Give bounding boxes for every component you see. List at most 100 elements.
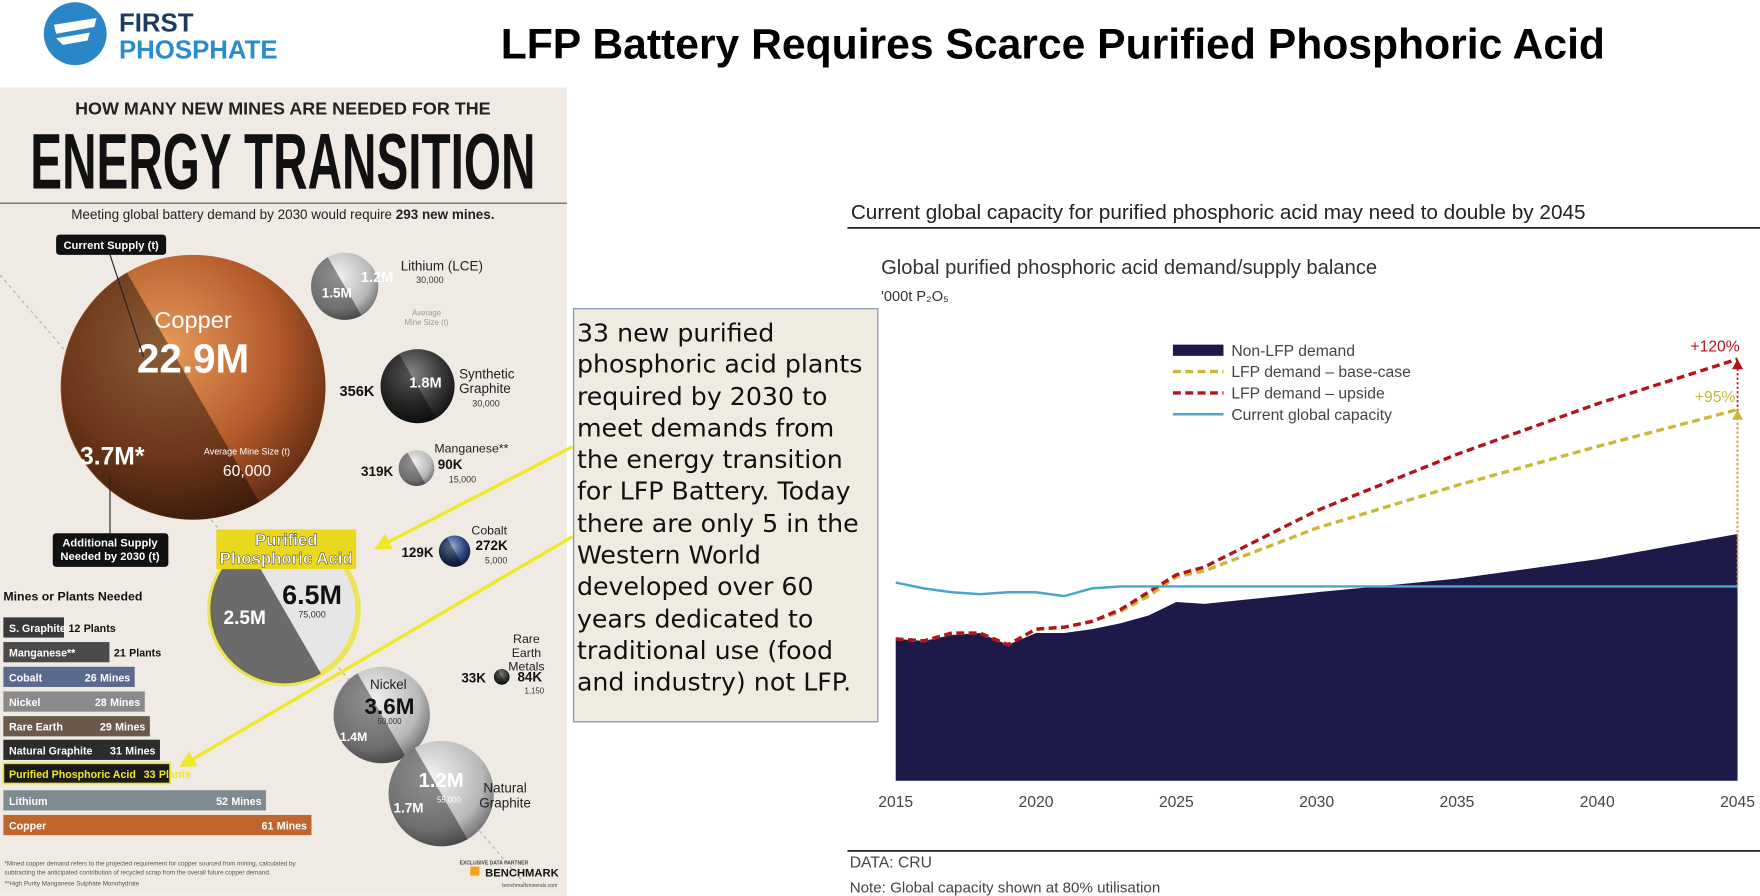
current-supply-label: Current Supply (t): [63, 240, 159, 252]
bubble-current: 6.5M: [282, 580, 342, 610]
text-line: subtracting the anticipated contribution…: [4, 869, 270, 876]
bar-count: 33: [144, 769, 156, 781]
bubble-additional-share: [380, 354, 437, 424]
bar: [3, 642, 110, 663]
bubble-additional: 3.7M*: [80, 444, 145, 471]
bar-name: Nickel: [9, 697, 40, 709]
bubble-additional-share: [438, 537, 463, 567]
subtitle-start: Meeting global battery demand by 2030 wo…: [71, 207, 396, 222]
text-line: Rare: [513, 632, 540, 646]
bubble-name: Cobalt: [471, 523, 507, 537]
bubble-name: Natural Graphite: [479, 780, 531, 810]
partner-url: benchmarkminerals.com: [502, 883, 557, 889]
bar-name: Copper: [9, 821, 46, 833]
legend-swatch: [1172, 344, 1224, 356]
logo-line-2: PHOSPHATE: [119, 36, 278, 64]
bubble-additional-share: [333, 673, 406, 764]
bubble-avg: 30,000: [472, 398, 499, 408]
chart: Current global capacity for purified pho…: [847, 201, 1760, 896]
legend-label: Non-LFP demand: [1231, 343, 1355, 360]
bar-name: Lithium: [9, 796, 47, 808]
x-tick-label: 2020: [1019, 794, 1054, 811]
text-line: Mine Size (t): [405, 318, 449, 327]
bubble-avg: 50,000: [377, 717, 402, 726]
x-tick-label: 2040: [1580, 794, 1615, 811]
text-line: Synthetic: [459, 366, 515, 381]
bubble: [380, 349, 455, 424]
callout-box: [572, 308, 879, 723]
text-line: Additional Supply: [62, 538, 158, 550]
infographic-title: ENERGY TRANSITION: [30, 118, 535, 206]
bar: [3, 666, 135, 687]
bar-unit: Plants: [129, 648, 161, 660]
bubble-additional: 33K: [461, 670, 486, 685]
bar-count: 12: [68, 623, 80, 635]
subtitle-bold: 293 new mines.: [396, 207, 495, 222]
bar-unit: Mines: [100, 672, 130, 684]
slide-title: LFP Battery Requires Scarce Purified Pho…: [501, 20, 1605, 68]
infographic-subtitle: Meeting global battery demand by 2030 wo…: [71, 207, 494, 222]
bar-name: S. Graphite: [9, 623, 66, 635]
bubble-avg: 75,000: [298, 609, 325, 619]
callout: 33 new purified phosphoric acid plants r…: [178, 308, 879, 768]
callout-arrow: [374, 445, 574, 550]
legend-label: LFP demand – upside: [1231, 386, 1385, 403]
bar-unit: Mines: [110, 697, 140, 709]
bubble-current: 1.8M: [409, 375, 441, 391]
bar: [3, 716, 150, 737]
logo-stripes: [53, 17, 97, 45]
footnote: *Mined copper demand refers to the proje…: [4, 860, 296, 876]
bar-unit: Plants: [84, 623, 116, 635]
bubble-name: Lithium (LCE): [401, 259, 483, 274]
bubble-additional-share: [311, 257, 362, 320]
label-box: [52, 533, 169, 567]
text-line: Needed by 2030 (t): [60, 551, 159, 563]
bubble: [388, 740, 494, 847]
bar-unit: Plants: [159, 769, 191, 781]
x-tick-label: 2045: [1720, 794, 1755, 811]
bar-name: Natural Graphite: [9, 745, 93, 757]
text-line: Phosphoric Acid: [220, 549, 353, 568]
bubble-additional: 2.5M: [223, 608, 265, 629]
bar-value: 29 Mines: [100, 722, 145, 734]
bar-name: Manganese**: [9, 648, 76, 660]
legend-label: LFP demand – base-case: [1231, 364, 1411, 381]
bubble-name: Copper: [154, 307, 231, 333]
bar-count: 26: [85, 672, 97, 684]
bar-value: 21 Plants: [114, 648, 161, 660]
avg-mine-size-label: Average Mine Size (t): [405, 308, 449, 326]
bar-value: 31 Mines: [110, 745, 155, 757]
bubble-name: Manganese**: [434, 441, 508, 455]
bubble-avg: 60,000: [223, 463, 271, 480]
chart-note: Note: Global capacity shown at 80% utili…: [850, 879, 1161, 896]
bubble-avg: 15,000: [449, 475, 476, 485]
annotation: +120%: [1690, 338, 1739, 355]
logo-line-1: FIRST: [119, 9, 194, 37]
text-line: Average: [412, 308, 442, 317]
bar-value: 26 Mines: [85, 672, 130, 684]
bubble-additional-share: [398, 452, 426, 486]
bar: [3, 790, 267, 811]
bar: [3, 617, 64, 638]
x-tick-label: 2025: [1159, 794, 1194, 811]
bubble: [333, 666, 430, 764]
growth-arrowhead: [1731, 359, 1744, 370]
bubble-name: Synthetic Graphite: [459, 366, 515, 396]
bubble: [438, 535, 471, 567]
bar-count: 52: [216, 796, 228, 808]
chart-title: Global purified phosphoric acid demand/s…: [881, 257, 1377, 279]
partner-icon: [470, 866, 480, 876]
bar-name: Rare Earth: [9, 722, 63, 734]
bar-value: 61 Mines: [262, 821, 307, 833]
text-line: *Mined copper demand refers to the proje…: [4, 860, 296, 867]
logo-mark: [43, 2, 107, 66]
bar: [2, 762, 171, 785]
bar-count: 61: [262, 821, 274, 833]
bubble-current: 3.6M: [365, 694, 415, 719]
bar-count: 21: [114, 648, 126, 660]
bubble-current: 84K: [517, 669, 542, 684]
bar-unit: Mines: [231, 796, 261, 808]
bubble-additional: 1.5M: [322, 285, 352, 300]
bar-name: Purified Phosphoric Acid: [9, 769, 136, 781]
callout-arrow: [178, 535, 574, 768]
